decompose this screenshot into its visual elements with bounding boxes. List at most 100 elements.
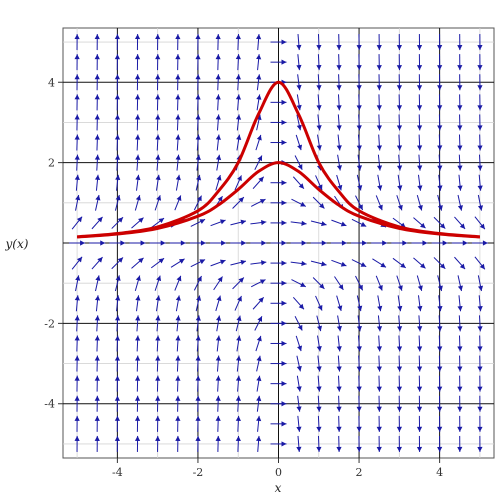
field-arrow-head [256,415,262,422]
field-arrow-head [281,340,287,347]
field-arrow-head [281,260,287,266]
x-tick-label: 4 [436,466,443,479]
field-arrow-head [219,259,226,265]
field-arrow-head [417,346,423,352]
field-arrow-head [356,386,362,392]
y-tick-label: 4 [48,76,55,89]
field-arrow-head [134,375,141,381]
field-arrow-head [417,305,423,312]
field-arrow-head [175,174,181,181]
field-arrow-head [417,285,423,291]
field-arrow-head [257,316,263,322]
field-arrow-head [321,221,327,227]
field-arrow-head [281,119,287,126]
field-arrow-head [74,94,80,100]
field-arrow-head [114,54,121,60]
field-arrow-head [281,139,287,146]
field-arrow-head [340,221,347,227]
field-arrow-head [155,174,161,181]
field-arrow-head [94,154,101,160]
field-arrow-head [437,285,443,291]
field-arrow-head [477,426,483,432]
field-arrow-head [420,263,426,269]
field-arrow-head [114,355,121,361]
field-arrow-head [235,34,241,40]
field-arrow-head [356,45,362,51]
field-arrow-head [417,185,423,191]
field-arrow-head [321,240,327,246]
field-arrow-head [221,240,227,246]
field-arrow-head [396,45,402,51]
field-arrow-head [74,315,80,321]
field-arrow-head [457,85,463,91]
field-arrow-head [74,154,80,160]
field-arrow-head [114,154,121,160]
field-arrow-head [457,346,463,352]
field-arrow-head [297,345,303,352]
field-arrow-head [457,386,463,392]
field-arrow-head [376,165,383,171]
field-arrow-head [196,195,202,202]
field-arrow-head [376,105,382,111]
field-arrow-head [74,114,80,120]
field-arrow-head [114,134,121,140]
field-arrow-head [74,375,80,381]
field-arrow-head [296,386,302,392]
field-arrow-head [296,406,302,412]
field-arrow-head [215,94,221,100]
field-arrow-head [215,355,221,361]
field-arrow-head [437,205,443,211]
field-arrow-head [376,386,382,392]
field-arrow-head [397,204,403,211]
field-arrow-head [155,295,161,301]
field-arrow-head [94,134,100,140]
field-arrow-head [195,94,201,100]
field-arrow-head [216,175,222,181]
field-arrow-head [437,45,443,51]
field-arrow-head [316,325,323,332]
field-arrow-head [281,300,287,306]
field-arrow-head [316,105,322,111]
field-arrow-head [195,355,201,361]
field-arrow-head [457,45,463,51]
field-arrow-head [74,295,80,301]
field-arrow-head [376,406,382,412]
field-arrow-head [281,220,287,226]
y-axis-title: y(x) [5,237,29,251]
field-arrow-head [178,258,185,264]
field-arrow-head [376,446,382,452]
field-arrow-head [156,275,162,282]
field-arrow-head [457,165,463,171]
field-arrow-head [155,415,161,421]
field-arrow-head [175,415,181,421]
field-arrow-head [74,174,80,180]
field-arrow-head [97,216,103,223]
field-arrow-head [296,64,302,71]
field-arrow-head [340,261,347,267]
field-arrow-head [256,395,262,402]
field-arrow-head [360,221,367,227]
field-arrow-head [396,85,403,91]
field-arrow-head [94,114,100,120]
field-arrow-head [281,381,287,387]
x-axis-title: x [275,481,282,495]
field-arrow-head [416,85,423,91]
field-arrow-head [175,395,181,401]
solution-curves [76,80,481,239]
field-arrow-head [175,435,181,441]
field-arrow-head [256,134,262,141]
field-arrow-head [114,335,121,341]
field-arrow-head [215,54,221,60]
field-arrow-head [316,406,322,412]
field-arrow-head [437,185,443,191]
field-arrow-head [356,326,363,332]
field-arrow-head [135,174,141,181]
field-arrow-head [76,216,83,223]
field-arrow-head [376,426,382,432]
field-arrow-head [199,219,206,224]
field-arrow-head [356,125,362,131]
field-arrow-head [216,315,222,321]
field-arrow-head [114,395,121,401]
field-arrow-head [196,276,202,282]
